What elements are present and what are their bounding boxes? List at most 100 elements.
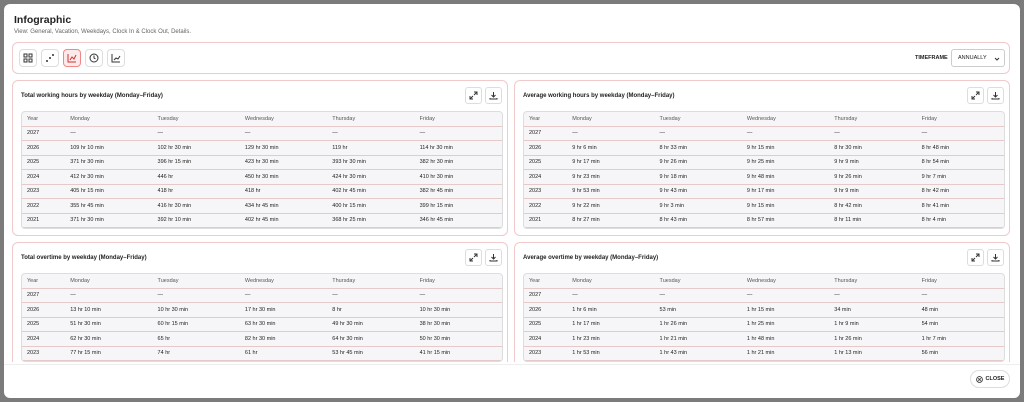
table-cell: — xyxy=(567,288,655,303)
table-cell: 82 hr 30 min xyxy=(239,331,328,347)
table-cell: 9 hr 9 min xyxy=(829,155,917,170)
table-wrap: Year Monday Tuesday Wednesday Thursday Friday… xyxy=(523,273,1005,362)
table-cell: 2024 xyxy=(524,331,568,347)
clock-view-button[interactable] xyxy=(85,49,103,67)
column-header: Friday xyxy=(414,274,502,289)
panel-title: Total working hours by weekday (Monday–F… xyxy=(21,93,163,99)
table-cell: 392 hr 10 min xyxy=(152,213,240,228)
table-row: 2022 9 hr 22 min 9 hr 3 min 9 hr 15 min 8 hr… xyxy=(524,198,1004,214)
table-cell: 9 hr 26 min xyxy=(829,169,917,185)
table-wrap: Year Monday Tuesday Wednesday Thursday Friday… xyxy=(21,111,503,229)
download-button[interactable] xyxy=(987,87,1004,104)
table-cell: 34 min xyxy=(829,302,917,318)
table-cell: 382 hr 45 min xyxy=(414,184,502,199)
table-cell: 418 hr xyxy=(239,184,328,199)
column-header: Monday xyxy=(65,274,153,289)
table-row: 2025 9 hr 17 min 9 hr 26 min 9 hr 25 min 9 h… xyxy=(524,155,1004,170)
table-cell: 8 hr 11 min xyxy=(829,213,917,228)
table-cell: 368 hr 25 min xyxy=(327,213,415,228)
table-cell: 355 hr 45 min xyxy=(65,198,153,214)
close-label: CLOSE xyxy=(985,376,1005,382)
table-cell: 74 hr xyxy=(152,346,240,361)
title: Infographic xyxy=(14,14,72,26)
table-row: 2024 9 hr 23 min 9 hr 18 min 9 hr 48 min 9 h… xyxy=(524,169,1004,185)
column-header: Wednesday xyxy=(239,112,328,127)
table-cell: 396 hr 15 min xyxy=(152,155,240,170)
table-cell: 434 hr 45 min xyxy=(239,198,328,214)
expand-button[interactable] xyxy=(465,249,482,266)
download-button[interactable] xyxy=(987,249,1004,266)
table-panel: Total working hours by weekday (Monday–F… xyxy=(12,80,508,236)
table-cell: 63 hr 30 min xyxy=(239,317,328,332)
table-cell: 1 hr 43 min xyxy=(654,346,742,361)
table-cell: — xyxy=(414,288,502,303)
table-wrap: Year Monday Tuesday Wednesday Thursday Friday… xyxy=(21,273,503,362)
column-header: Monday xyxy=(65,112,153,127)
table-cell: 1 hr 23 min xyxy=(567,331,655,347)
table-cell: — xyxy=(916,288,1004,303)
expand-button[interactable] xyxy=(967,87,984,104)
column-header: Year xyxy=(524,112,568,127)
table-cell: 9 hr 26 min xyxy=(654,155,742,170)
column-header: Monday xyxy=(567,112,655,127)
table-cell: 56 min xyxy=(916,346,1004,361)
table-cell: 41 hr 15 min xyxy=(414,346,502,361)
expand-button[interactable] xyxy=(967,249,984,266)
table-cell: 371 hr 30 min xyxy=(65,155,153,170)
table-cell: — xyxy=(152,126,240,141)
table-row: 2024 412 hr 30 min 446 hr 450 hr 30 min 424 … xyxy=(22,169,502,185)
download-button[interactable] xyxy=(485,87,502,104)
table-cell: 2025 xyxy=(22,317,66,332)
timeframe-select[interactable]: ANNUALLY xyxy=(951,49,1005,67)
download-button[interactable] xyxy=(485,249,502,266)
column-header: Tuesday xyxy=(152,274,240,289)
table-cell: 53 min xyxy=(654,302,742,318)
table-cell: 51 hr 30 min xyxy=(65,317,153,332)
table-cell: 405 hr 15 min xyxy=(65,184,153,199)
column-header: Friday xyxy=(916,274,1004,289)
table-cell: 9 hr 15 min xyxy=(741,198,830,214)
table-cell: 2026 xyxy=(524,302,568,318)
table-cell: 38 hr 30 min xyxy=(414,317,502,332)
table-cell: 54 min xyxy=(916,317,1004,332)
table-cell: — xyxy=(829,126,917,141)
table-cell: — xyxy=(152,288,240,303)
header-row: Year Monday Tuesday Wednesday Thursday Friday xyxy=(524,112,1004,127)
table-cell: 102 hr 30 min xyxy=(152,140,240,156)
data-table: Year Monday Tuesday Wednesday Thursday Friday… xyxy=(524,112,1004,228)
timeframe-label: TIMEFRAME xyxy=(915,55,948,61)
close-button[interactable]: CLOSE xyxy=(970,370,1010,388)
column-header: Thursday xyxy=(327,112,415,127)
table-cell: 9 hr 17 min xyxy=(567,155,655,170)
table-row: 2023 9 hr 53 min 9 hr 43 min 9 hr 17 min 9 h… xyxy=(524,184,1004,199)
table-cell: 9 hr 15 min xyxy=(741,140,830,156)
scatter-view-button[interactable] xyxy=(41,49,59,67)
table-cell: 119 hr xyxy=(327,140,415,156)
expand-button[interactable] xyxy=(465,87,482,104)
data-table: Year Monday Tuesday Wednesday Thursday Friday… xyxy=(22,274,502,361)
table-cell: 393 hr 30 min xyxy=(327,155,415,170)
table-cell: — xyxy=(567,126,655,141)
table-cell: 9 hr 17 min xyxy=(741,184,830,199)
table-cell: 1 hr 53 min xyxy=(567,346,655,361)
column-header: Year xyxy=(22,112,66,127)
grid-view-button[interactable] xyxy=(19,49,37,67)
table-cell: 9 hr 23 min xyxy=(567,169,655,185)
table-cell: 1 hr 21 min xyxy=(741,346,830,361)
table-row: 2027— — — — — xyxy=(22,126,502,141)
panel-title: Average working hours by weekday (Monday… xyxy=(523,93,675,99)
table-cell: 2027 xyxy=(22,288,66,303)
column-header: Tuesday xyxy=(654,112,742,127)
table-cell: 2025 xyxy=(524,317,568,332)
table-cell: 8 hr 33 min xyxy=(654,140,742,156)
table-cell: 2024 xyxy=(22,331,66,347)
table-cell: 2026 xyxy=(524,140,568,156)
table-cell: — xyxy=(741,288,830,303)
table-cell: 9 hr 43 min xyxy=(654,184,742,199)
line-view-button[interactable] xyxy=(63,49,81,67)
table-row: 2021 8 hr 27 min 8 hr 43 min 8 hr 57 min 8 h… xyxy=(524,213,1004,228)
chart-view-button[interactable] xyxy=(107,49,125,67)
table-cell: — xyxy=(65,288,153,303)
table-cell: 2024 xyxy=(524,169,568,185)
